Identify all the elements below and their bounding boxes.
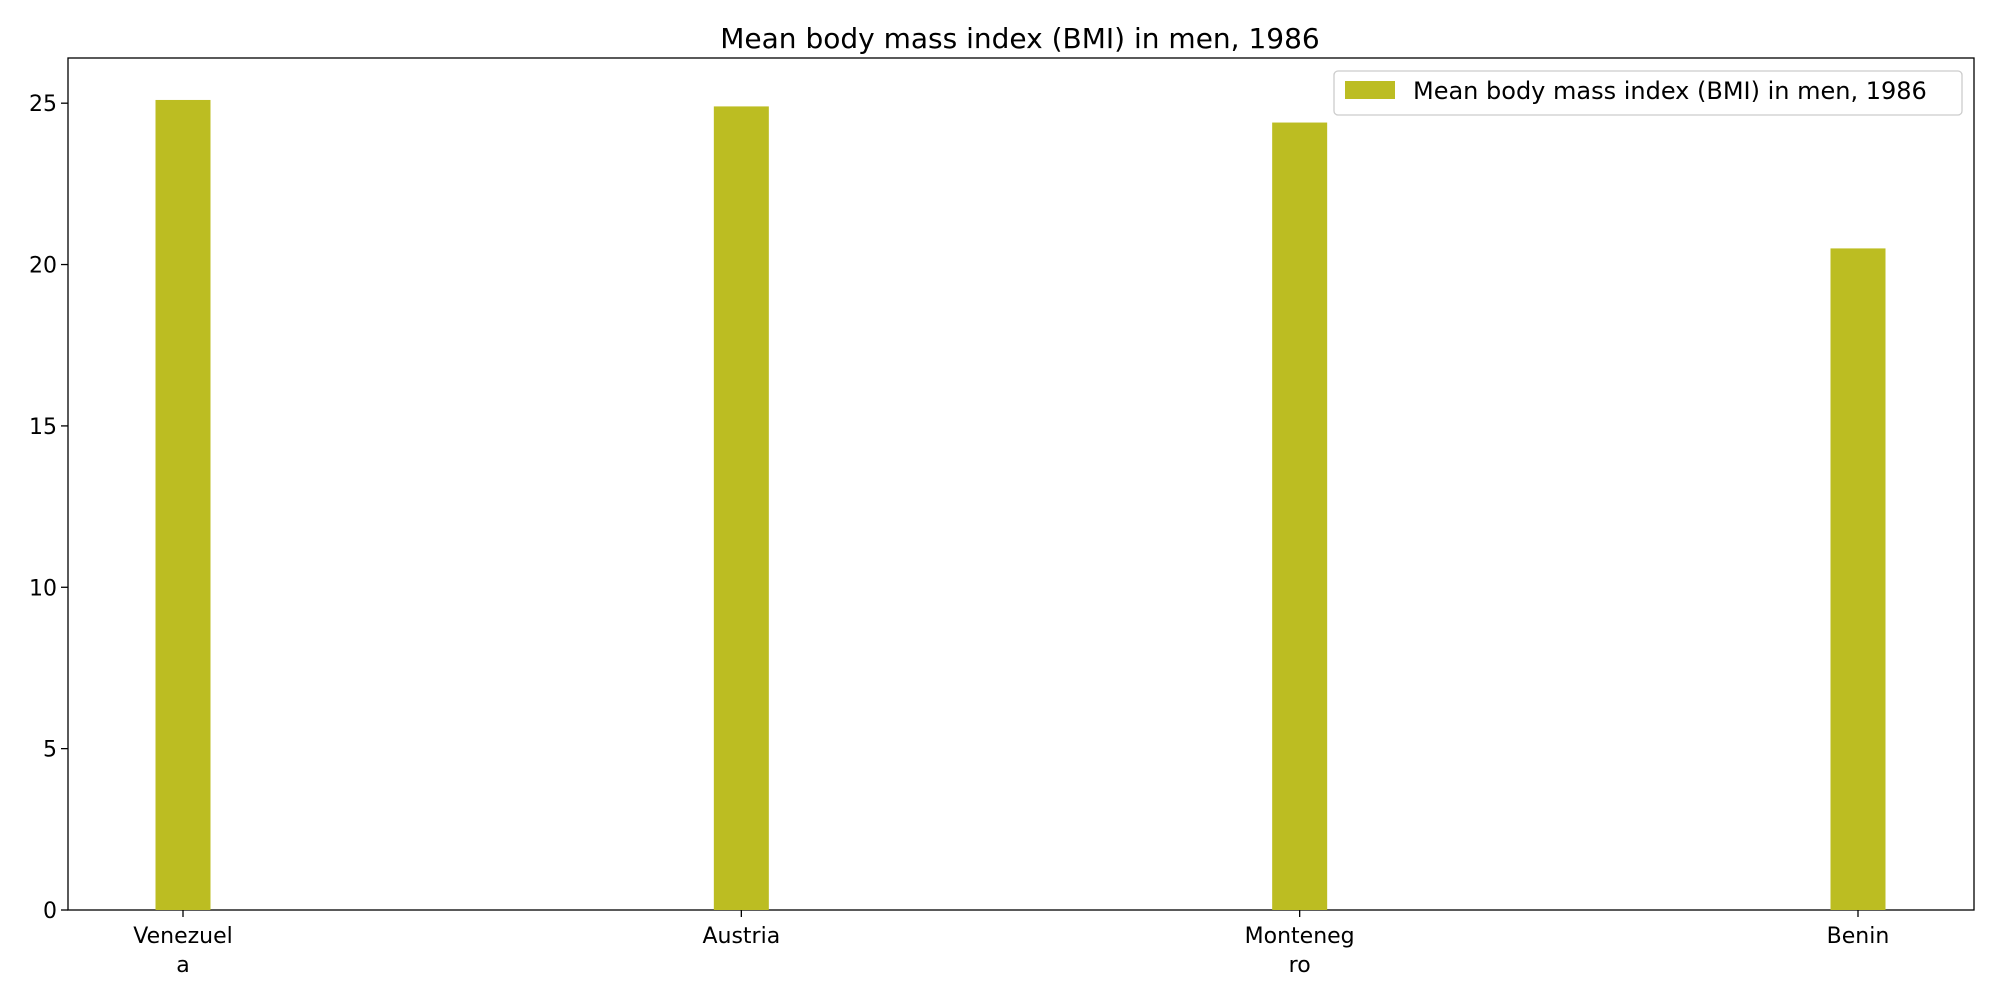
chart-title: Mean body mass index (BMI) in men, 1986 xyxy=(720,22,1319,55)
x-tick-label: Monteneg xyxy=(1245,924,1355,949)
y-tick-label: 25 xyxy=(29,92,57,117)
legend-box xyxy=(1333,70,1963,116)
y-tick-label: 5 xyxy=(43,738,57,763)
bars-group xyxy=(155,99,1886,911)
y-axis: 0 5 10 15 20 25 xyxy=(29,92,68,924)
x-tick-label: ro xyxy=(1289,953,1311,978)
y-tick-label: 20 xyxy=(29,254,57,279)
bar-austria xyxy=(713,106,769,911)
y-tick-label: 15 xyxy=(29,415,57,440)
x-tick-label: a xyxy=(176,953,189,978)
bar-benin xyxy=(1830,248,1886,911)
bar-venezuela xyxy=(155,99,211,911)
legend-label: Mean body mass index (BMI) in men, 1986 xyxy=(1413,77,1927,105)
x-tick-label: Venezuel xyxy=(133,924,233,949)
x-axis: Venezuel a Austria Monteneg ro Benin xyxy=(133,910,1889,978)
legend: Mean body mass index (BMI) in men, 1986 xyxy=(1333,70,1963,116)
x-tick-label: Austria xyxy=(702,924,780,949)
bar-montenegro xyxy=(1272,122,1328,910)
legend-swatch xyxy=(1345,81,1395,99)
x-tick-label: Benin xyxy=(1827,924,1890,949)
y-tick-label: 0 xyxy=(43,899,57,924)
plot-area-frame xyxy=(67,57,1975,911)
y-tick-label: 10 xyxy=(29,576,57,601)
